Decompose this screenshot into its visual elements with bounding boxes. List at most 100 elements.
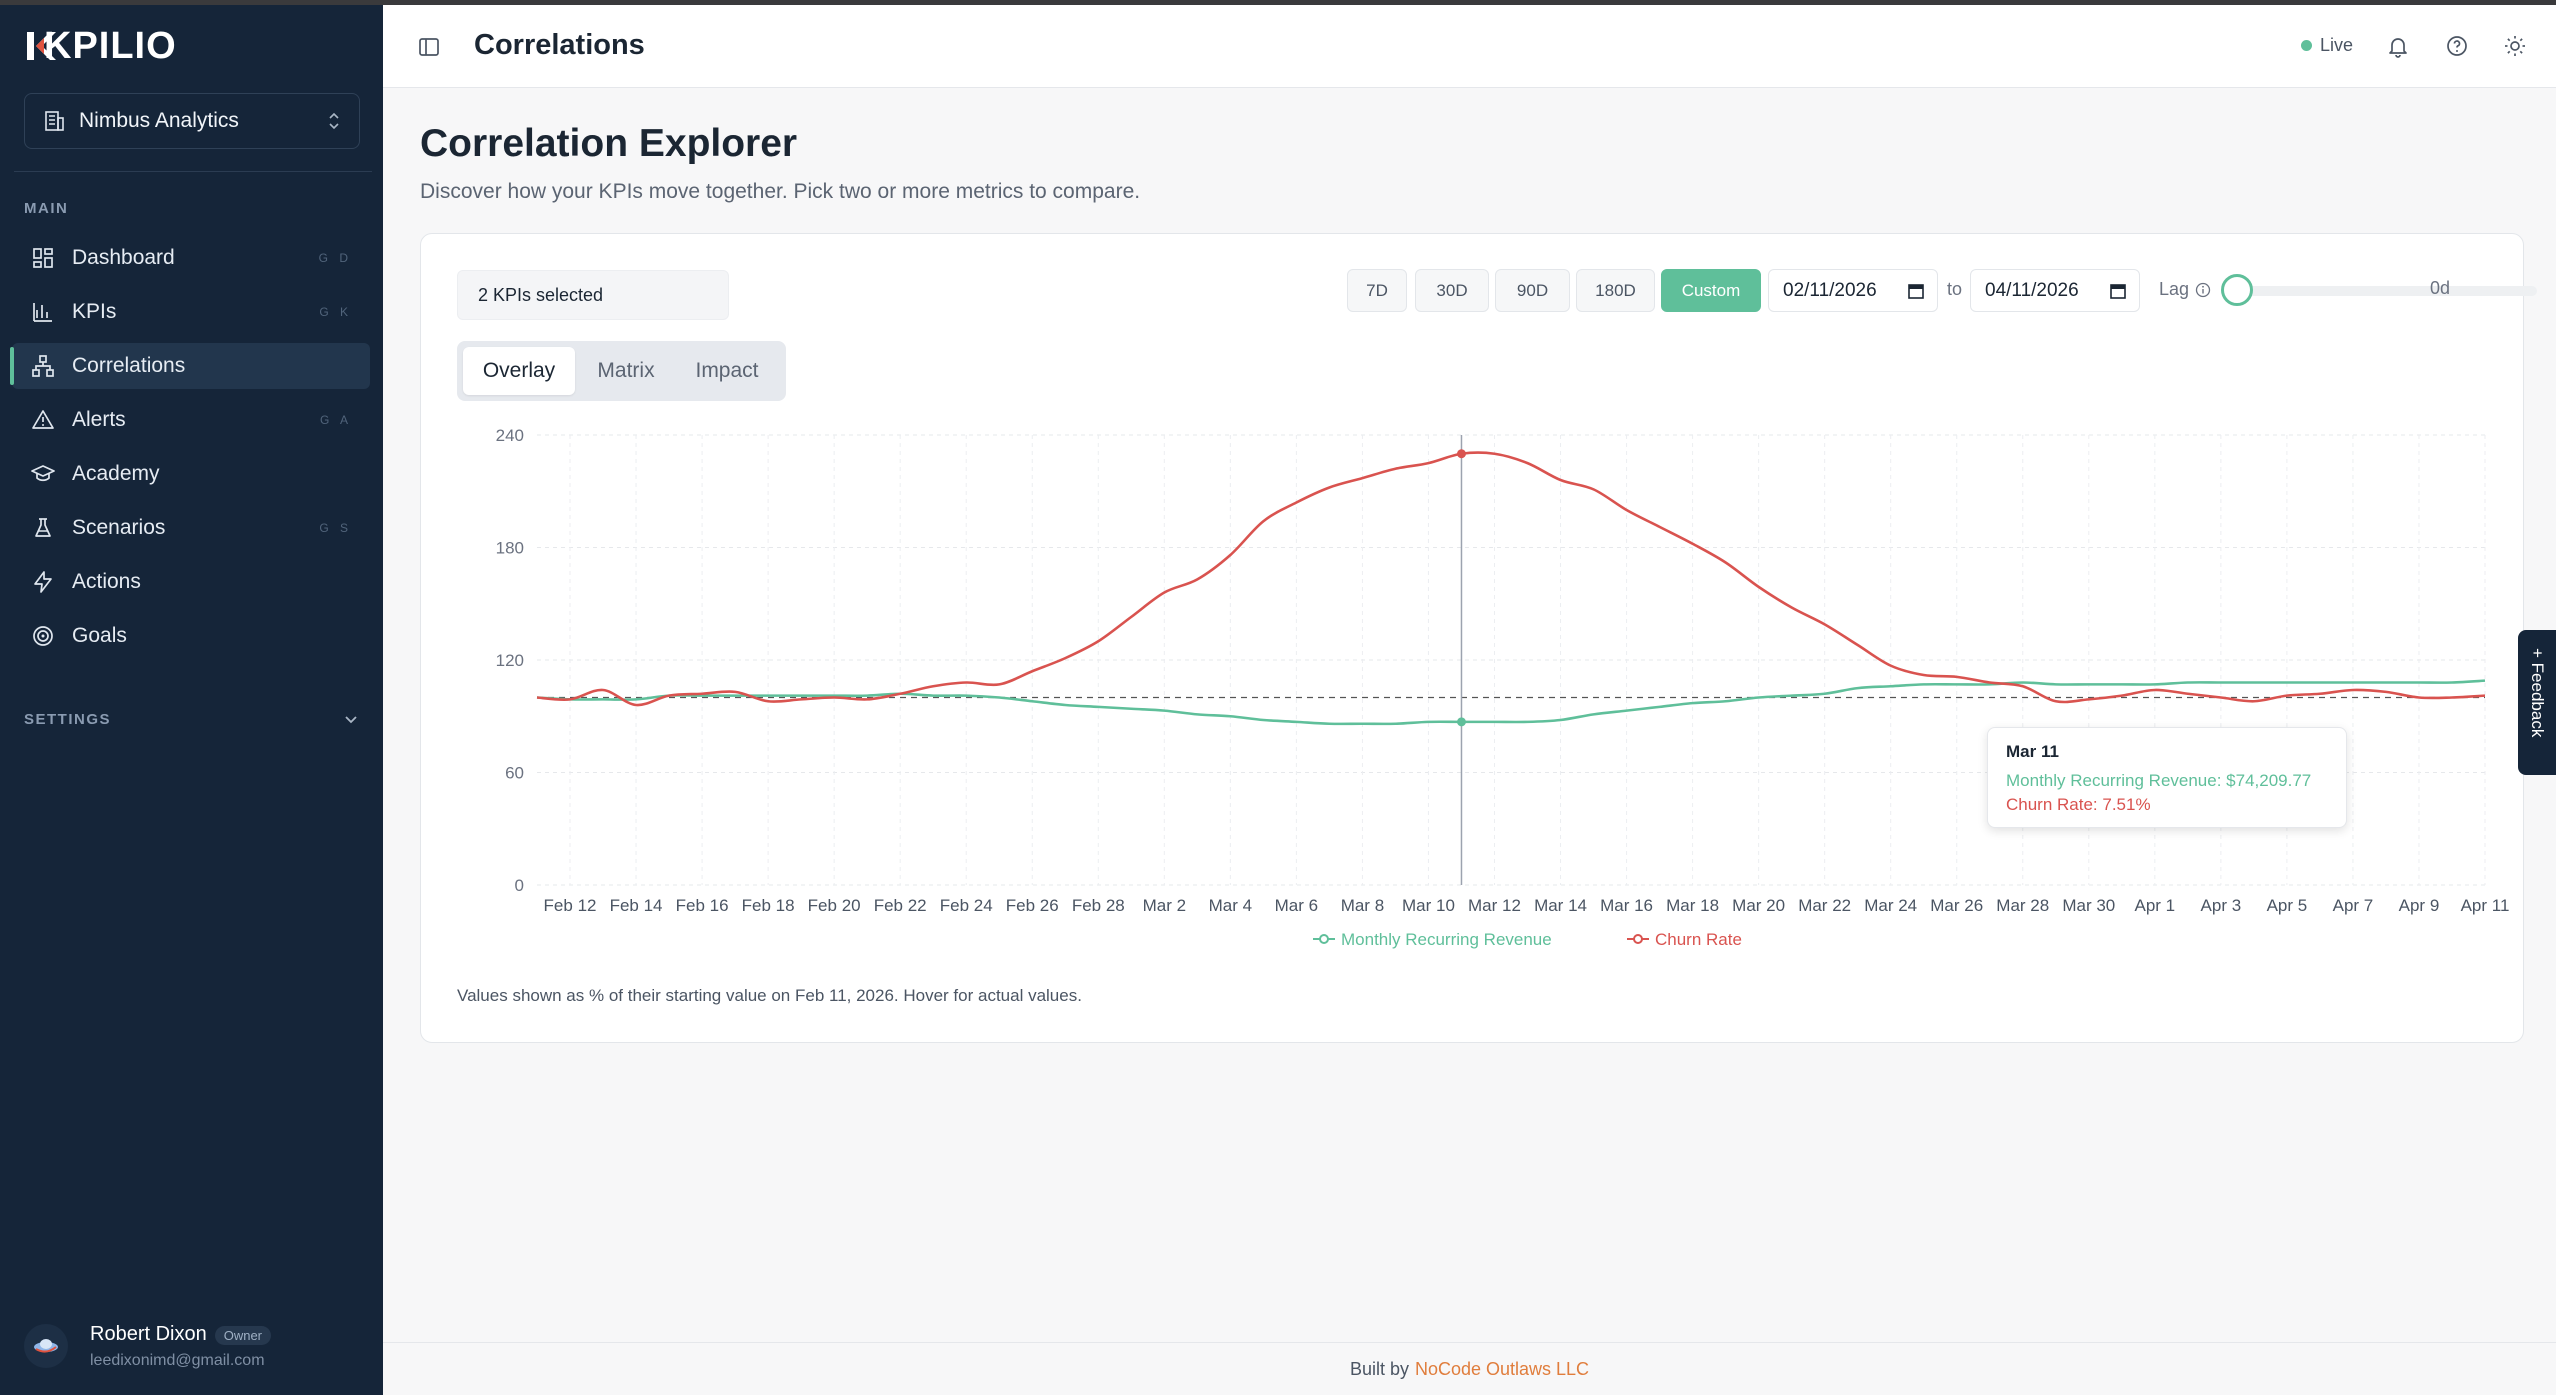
org-name: Nimbus Analytics: [79, 109, 239, 132]
lightning-icon: [30, 569, 56, 595]
tab-overlay[interactable]: Overlay: [463, 347, 575, 395]
legend-marker: [1633, 934, 1643, 944]
lag-label: Lag: [2159, 279, 2211, 300]
x-tick-label: Feb 20: [808, 896, 861, 915]
range-90d-button[interactable]: 90D: [1495, 269, 1570, 312]
hover-point-churn: [1456, 449, 1466, 459]
app-logo[interactable]: KPILIO: [26, 24, 177, 67]
sidebar-item-label: Alerts: [72, 408, 126, 431]
user-email: leedixonimd@gmail.com: [90, 1351, 265, 1369]
y-tick-label: 180: [496, 539, 524, 558]
sidebar-item-kpis[interactable]: KPIs G K: [12, 289, 370, 335]
explorer-subtitle: Discover how your KPIs move together. Pi…: [420, 180, 1141, 203]
y-tick-label: 0: [515, 876, 524, 895]
tooltip-mrr-value: Monthly Recurring Revenue: $74,209.77: [2006, 771, 2312, 790]
overlay-chart[interactable]: 0 60 120 180 240 Feb 12 Feb 14 Feb 16 Feb 18 Feb …: [420, 420, 2524, 980]
x-tick-label: Mar 20: [1732, 896, 1785, 915]
footer-brand-link[interactable]: NoCode Outlaws LLC: [1414, 1358, 1590, 1379]
calendar-icon: [1908, 284, 1924, 299]
x-tick-label: Mar 14: [1534, 896, 1587, 915]
x-tick-label: Apr 7: [2333, 896, 2374, 915]
range-30d-button[interactable]: 30D: [1415, 269, 1489, 312]
x-tick-label: Mar 26: [1930, 896, 1983, 915]
bell-icon: [2389, 38, 2407, 58]
live-dot-icon: [2301, 40, 2312, 51]
avatar-image-icon: [34, 1339, 58, 1353]
sidebar-item-actions[interactable]: Actions: [12, 559, 370, 605]
sidebar-item-label: Actions: [72, 570, 141, 593]
legend-marker: [1319, 934, 1329, 944]
theme-toggle-button[interactable]: [2501, 32, 2529, 60]
range-7d-button[interactable]: 7D: [1347, 269, 1407, 312]
range-custom-button[interactable]: Custom: [1661, 269, 1761, 312]
x-tick-label: Mar 18: [1666, 896, 1719, 915]
shortcut-hint: G A: [319, 413, 352, 427]
date-to-input[interactable]: 04/11/2026: [1970, 269, 2140, 312]
x-tick-label: Apr 3: [2201, 896, 2242, 915]
settings-section-toggle[interactable]: SETTINGS: [24, 705, 360, 733]
sidebar-item-label: Scenarios: [72, 516, 166, 539]
x-tick-label: Feb 28: [1072, 896, 1125, 915]
org-switcher[interactable]: Nimbus Analytics: [24, 93, 360, 149]
tooltip-date: Mar 11: [2006, 742, 2059, 761]
chevron-down-icon: [345, 716, 357, 724]
sidebar-item-label: Academy: [72, 462, 160, 485]
sidebar-item-alerts[interactable]: Alerts G A: [12, 397, 370, 443]
y-tick-label: 120: [496, 651, 524, 670]
sidebar: KPILIO Nimbus Analytics MAIN Dashboard G…: [0, 0, 383, 1395]
window-top-edge: [0, 0, 2556, 5]
logo-text: KPILIO: [44, 24, 177, 67]
x-tick-label: Feb 14: [610, 896, 663, 915]
x-tick-label: Feb 12: [544, 896, 597, 915]
sidebar-item-dashboard[interactable]: Dashboard G D: [12, 235, 370, 281]
user-profile[interactable]: Robert Dixon Owner leedixonimd@gmail.com: [24, 1318, 360, 1374]
tab-impact[interactable]: Impact: [695, 359, 759, 382]
sidebar-toggle-icon[interactable]: [417, 35, 441, 59]
sidebar-divider: [14, 171, 372, 172]
section-label-settings: SETTINGS: [24, 710, 112, 728]
user-name: Robert Dixon: [90, 1322, 207, 1345]
help-button[interactable]: [2443, 32, 2471, 60]
lag-slider-track[interactable]: [2221, 286, 2537, 296]
sidebar-item-label: Dashboard: [72, 246, 175, 269]
explorer-card: 2 KPIs selected 7D 30D 90D 180D Custom 0…: [420, 233, 2537, 1043]
legend-label: Churn Rate: [1655, 930, 1742, 949]
x-tick-label: Apr 9: [2399, 896, 2440, 915]
chart-footnote: Values shown as % of their starting valu…: [457, 986, 1082, 1005]
notifications-button[interactable]: [2384, 32, 2412, 60]
calendar-icon: [2110, 284, 2126, 299]
shortcut-hint: G S: [319, 521, 352, 535]
range-180d-button[interactable]: 180D: [1576, 269, 1655, 312]
warning-triangle-icon: [30, 407, 56, 433]
lag-value: 0d: [2430, 278, 2451, 298]
date-from-input[interactable]: 02/11/2026: [1768, 269, 1938, 312]
sidebar-item-academy[interactable]: Academy: [12, 451, 370, 497]
x-tick-label: Feb 26: [1006, 896, 1059, 915]
sidebar-item-correlations[interactable]: Correlations: [10, 343, 370, 389]
sidebar-item-label: Goals: [72, 624, 127, 647]
top-header: Correlations Live: [383, 5, 2556, 88]
x-tick-label: Mar 16: [1600, 896, 1653, 915]
sun-icon: [2505, 36, 2525, 56]
series-line-mrr: [536, 679, 2486, 726]
sidebar-item-scenarios[interactable]: Scenarios G S: [12, 505, 370, 551]
x-tick-label: Mar 22: [1798, 896, 1851, 915]
section-label-main: MAIN: [24, 200, 69, 217]
feedback-tab[interactable]: + Feedback: [2518, 630, 2556, 775]
x-tick-label: Mar 6: [1275, 896, 1318, 915]
x-tick-label: Mar 8: [1341, 896, 1384, 915]
y-tick-label: 60: [505, 764, 524, 783]
x-tick-label: Mar 12: [1468, 896, 1521, 915]
tab-matrix[interactable]: Matrix: [597, 359, 655, 382]
grid-icon: [30, 245, 56, 271]
shortcut-hint: G K: [319, 305, 352, 319]
lag-slider-thumb[interactable]: [2221, 274, 2253, 306]
footer: Built by NoCode Outlaws LLC: [383, 1342, 2556, 1395]
info-icon[interactable]: [2195, 282, 2211, 298]
kpi-selector[interactable]: 2 KPIs selected: [457, 270, 729, 320]
live-label: Live: [2320, 35, 2354, 55]
series-line-churn: [536, 451, 2486, 707]
sidebar-item-goals[interactable]: Goals: [12, 613, 370, 659]
x-tick-label: Feb 18: [742, 896, 795, 915]
live-status: Live: [2301, 35, 2353, 56]
